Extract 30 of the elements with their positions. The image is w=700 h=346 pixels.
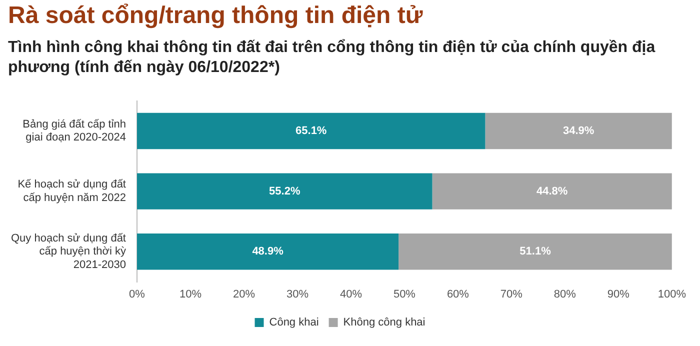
x-tick-label: 60% — [446, 288, 470, 300]
legend-label: Công khai — [269, 316, 319, 329]
x-tick-label: 50% — [393, 288, 416, 300]
data-label: 65.1% — [296, 125, 327, 137]
bar — [136, 173, 432, 210]
x-tick-label: 10% — [179, 288, 202, 300]
x-tick-label: 80% — [554, 288, 576, 300]
x-tick-label: 100% — [658, 288, 686, 300]
x-tick-label: 40% — [340, 288, 362, 300]
y-tick-label: Quy hoạch sử dụng đất cấp huyện thời kỳ 2021-2030 — [10, 232, 126, 271]
data-label: 34.9% — [562, 125, 594, 137]
x-tick-label: 0% — [129, 288, 146, 300]
data-label: 48.9% — [252, 246, 284, 258]
x-tick-label: 20% — [232, 288, 256, 300]
bar — [432, 173, 672, 210]
bar — [136, 234, 399, 270]
bar — [136, 112, 486, 150]
bar — [398, 234, 672, 270]
y-tick-label: Bảng giá đất cấp tỉnh giai đoạn 2020-2024 — [22, 118, 126, 144]
chart-subtitle: Tình hình công khai thông tin đất đai trên cổng thông tin điện tử của chính quyền địa phương (tính đến ngày 06/10/2022*) — [8, 38, 656, 78]
data-label: 55.2% — [269, 185, 300, 198]
x-tick-label: 90% — [607, 288, 630, 300]
data-label: 51.1% — [520, 246, 552, 258]
bar — [485, 112, 672, 150]
legend-label: Không công khai — [343, 316, 426, 329]
x-tick-label: 30% — [286, 288, 309, 300]
chart-title: Rà soát cổng/trang thông tin điện tử — [8, 1, 424, 30]
x-tick-label: 70% — [500, 288, 523, 300]
data-label: 44.8% — [536, 185, 568, 198]
y-tick-label: Kế hoạch sử dụng đất cấp huyện năm 2022 — [18, 178, 126, 204]
